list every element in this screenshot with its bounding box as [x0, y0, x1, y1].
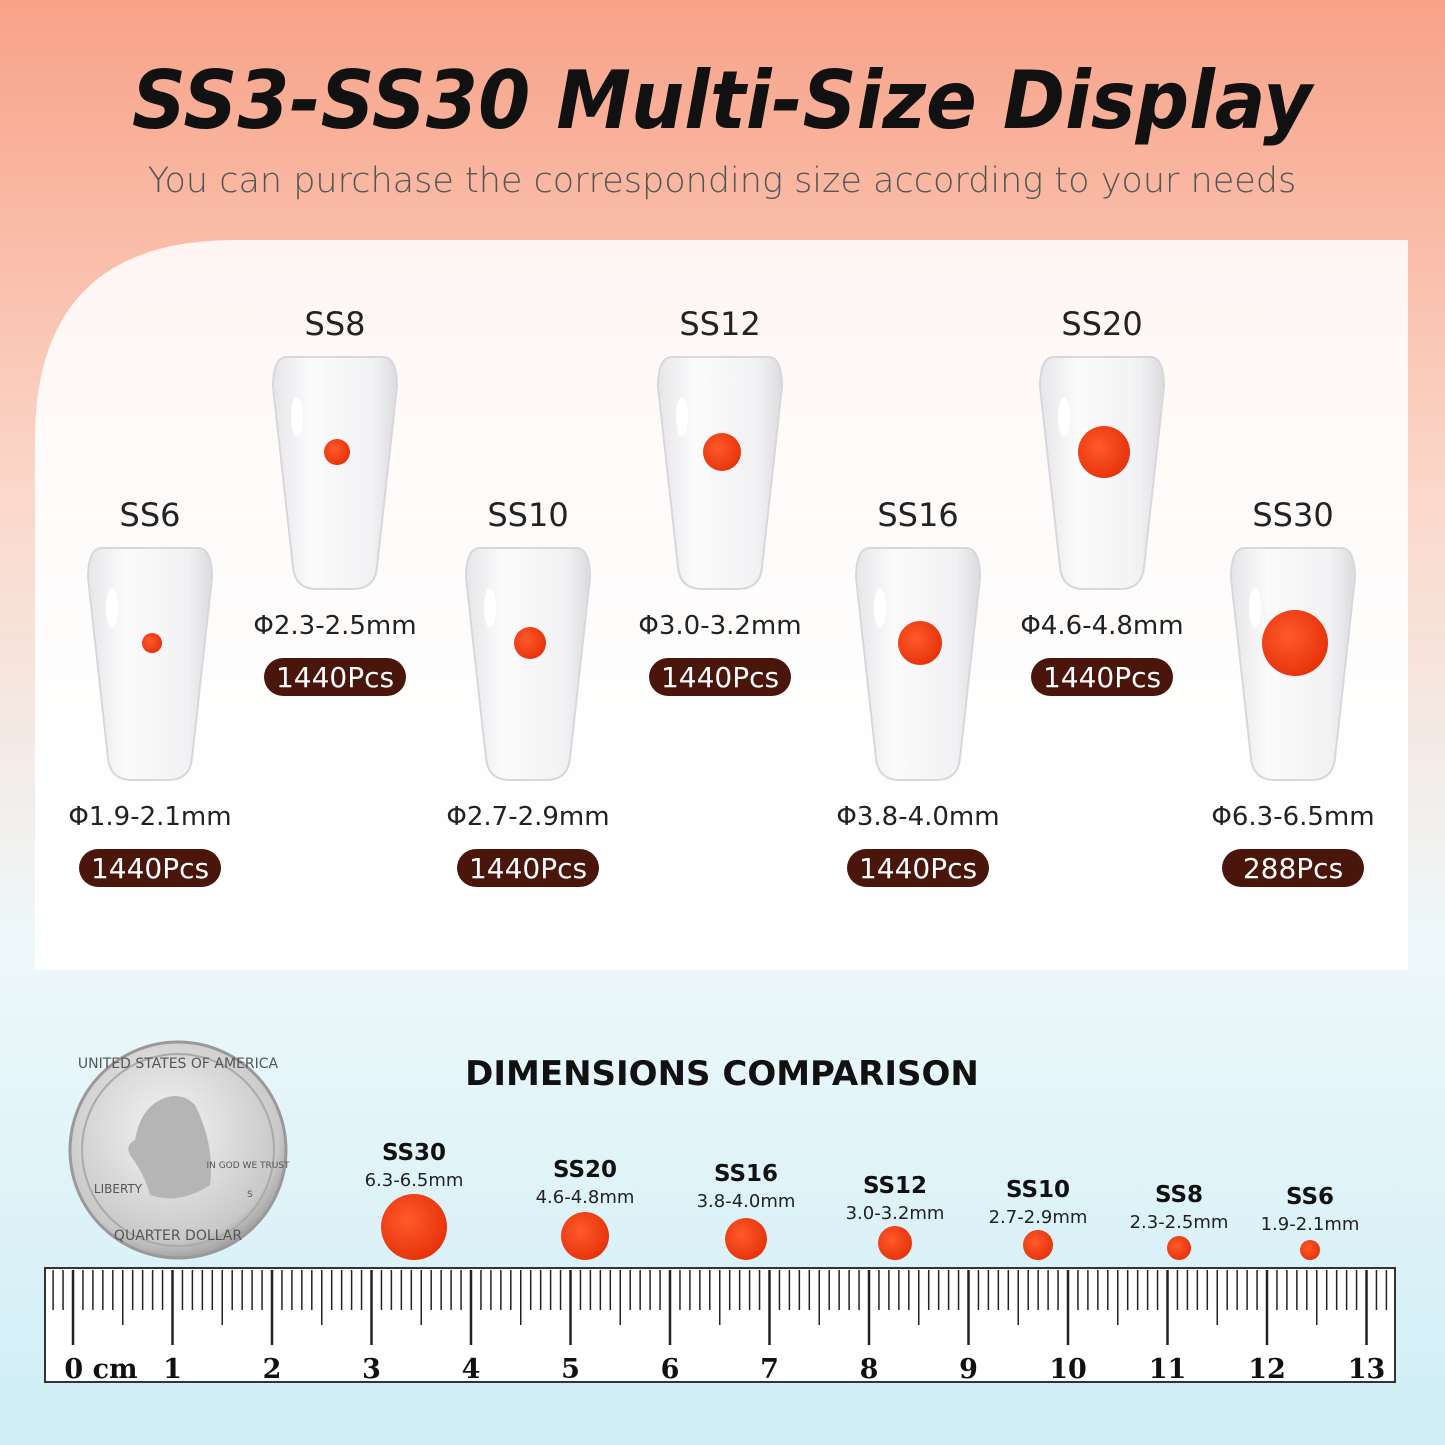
quantity: 1440Pcs: [469, 852, 587, 885]
quantity: 1440Pcs: [859, 852, 977, 885]
comparison-title: DIMENSIONS COMPARISON: [465, 1054, 979, 1094]
comparison-range: 4.6-4.8mm: [536, 1187, 635, 1208]
quantity: 1440Pcs: [661, 661, 779, 694]
comparison-name: SS8: [1155, 1182, 1203, 1208]
nail-tip: [271, 356, 399, 590]
size-label: SS20: [1061, 305, 1142, 343]
nail-tip: [464, 547, 592, 781]
nail-highlight: [1249, 588, 1261, 628]
rhinestone: [1262, 610, 1328, 676]
nail-highlight: [676, 397, 688, 437]
comparison-gem: [1167, 1236, 1191, 1260]
coin-text: S: [247, 1190, 253, 1200]
title: SS3-SS30 Multi-Size Display: [132, 54, 1315, 147]
comparison-range: 2.3-2.5mm: [1130, 1212, 1229, 1233]
comparison-gem: [1023, 1230, 1053, 1260]
quantity: 288Pcs: [1243, 852, 1343, 885]
rhinestone: [514, 627, 546, 659]
comparison-gem: [878, 1226, 912, 1260]
size-label: SS12: [679, 305, 760, 343]
size-label: SS8: [305, 305, 366, 343]
quantity-pill: [457, 849, 599, 887]
diameter: Φ1.9-2.1mm: [68, 802, 231, 832]
quantity: 1440Pcs: [276, 661, 394, 694]
comparison-name: SS16: [714, 1161, 778, 1187]
panel: [35, 240, 1408, 970]
rhinestone: [324, 439, 350, 465]
ruler-label: 1: [163, 1354, 182, 1385]
quantity-pill: [649, 658, 791, 696]
rhinestone: [703, 433, 741, 471]
comparison-range: 1.9-2.1mm: [1261, 1214, 1360, 1235]
ruler-label: 10: [1049, 1354, 1087, 1385]
comparison-range: 3.0-3.2mm: [846, 1203, 945, 1224]
diameter: Φ3.8-4.0mm: [836, 802, 999, 832]
coin-text: QUARTER DOLLAR: [114, 1228, 242, 1244]
ruler-label: 7: [760, 1354, 779, 1385]
diameter: Φ2.3-2.5mm: [253, 611, 416, 641]
comparison-name: SS12: [863, 1173, 927, 1199]
size-label: SS16: [877, 496, 958, 534]
ruler-label: 0 cm: [64, 1354, 137, 1385]
size-label: SS30: [1252, 496, 1333, 534]
size-label: SS10: [487, 496, 568, 534]
comparison-range: 3.8-4.0mm: [697, 1191, 796, 1212]
comparison-gem: [561, 1212, 609, 1260]
coin-text: LIBERTY: [94, 1182, 143, 1196]
quantity: 1440Pcs: [91, 852, 209, 885]
ruler-label: 4: [462, 1354, 481, 1385]
comparison-range: 2.7-2.9mm: [989, 1207, 1088, 1228]
rhinestone: [1078, 426, 1130, 478]
comparison-gem: [381, 1194, 447, 1260]
nail-highlight: [484, 588, 496, 628]
ruler-label: 2: [263, 1354, 282, 1385]
comparison-gem: [725, 1218, 767, 1260]
diameter: Φ3.0-3.2mm: [638, 611, 801, 641]
nail-highlight: [874, 588, 886, 628]
comparison-range: 6.3-6.5mm: [365, 1170, 464, 1191]
ruler-label: 11: [1149, 1354, 1187, 1385]
nail-highlight: [1058, 397, 1070, 437]
nail-highlight: [106, 588, 118, 628]
comparison-name: SS10: [1006, 1177, 1070, 1203]
diameter: Φ6.3-6.5mm: [1211, 802, 1374, 832]
nail-highlight: [291, 397, 303, 437]
ruler-label: 9: [959, 1354, 978, 1385]
ruler-label: 6: [661, 1354, 680, 1385]
nail-tip: [86, 547, 214, 781]
rhinestone: [142, 633, 162, 653]
comparison-name: SS20: [553, 1157, 617, 1183]
nail-tip: [656, 356, 784, 590]
quantity-pill: [847, 849, 989, 887]
quantity-pill: [1222, 849, 1364, 887]
comparison-name: SS6: [1286, 1184, 1334, 1210]
rhinestone: [898, 621, 942, 665]
subtitle: You can purchase the corresponding size …: [148, 161, 1296, 201]
ruler-label: 5: [561, 1354, 580, 1385]
quantity-pill: [79, 849, 221, 887]
comparison-gem: [1300, 1240, 1320, 1260]
ruler-label: 8: [860, 1354, 879, 1385]
ruler-label: 3: [362, 1354, 381, 1385]
quantity-pill: [1031, 658, 1173, 696]
quantity: 1440Pcs: [1043, 661, 1161, 694]
coin-text: IN GOD WE TRUST: [206, 1161, 290, 1171]
diameter: Φ4.6-4.8mm: [1020, 611, 1183, 641]
quantity-pill: [264, 658, 406, 696]
size-label: SS6: [120, 496, 181, 534]
coin-portrait: [128, 1096, 211, 1199]
ruler-label: 12: [1248, 1354, 1286, 1385]
comparison-name: SS30: [382, 1140, 446, 1166]
coin: UNITED STATES OF AMERICA LIBERTY IN GOD …: [68, 1040, 290, 1260]
diameter: Φ2.7-2.9mm: [446, 802, 609, 832]
coin-text: UNITED STATES OF AMERICA: [78, 1056, 279, 1072]
coin-rim: [81, 1053, 275, 1247]
ruler-label: 13: [1348, 1354, 1386, 1385]
